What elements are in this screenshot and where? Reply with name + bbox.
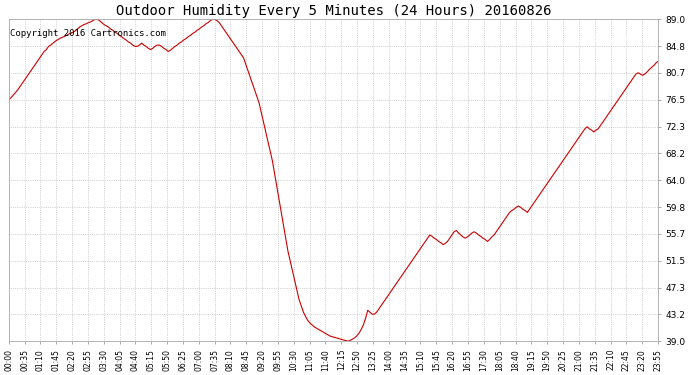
Text: Copyright 2016 Cartronics.com: Copyright 2016 Cartronics.com	[10, 29, 166, 38]
Title: Outdoor Humidity Every 5 Minutes (24 Hours) 20160826: Outdoor Humidity Every 5 Minutes (24 Hou…	[116, 4, 551, 18]
